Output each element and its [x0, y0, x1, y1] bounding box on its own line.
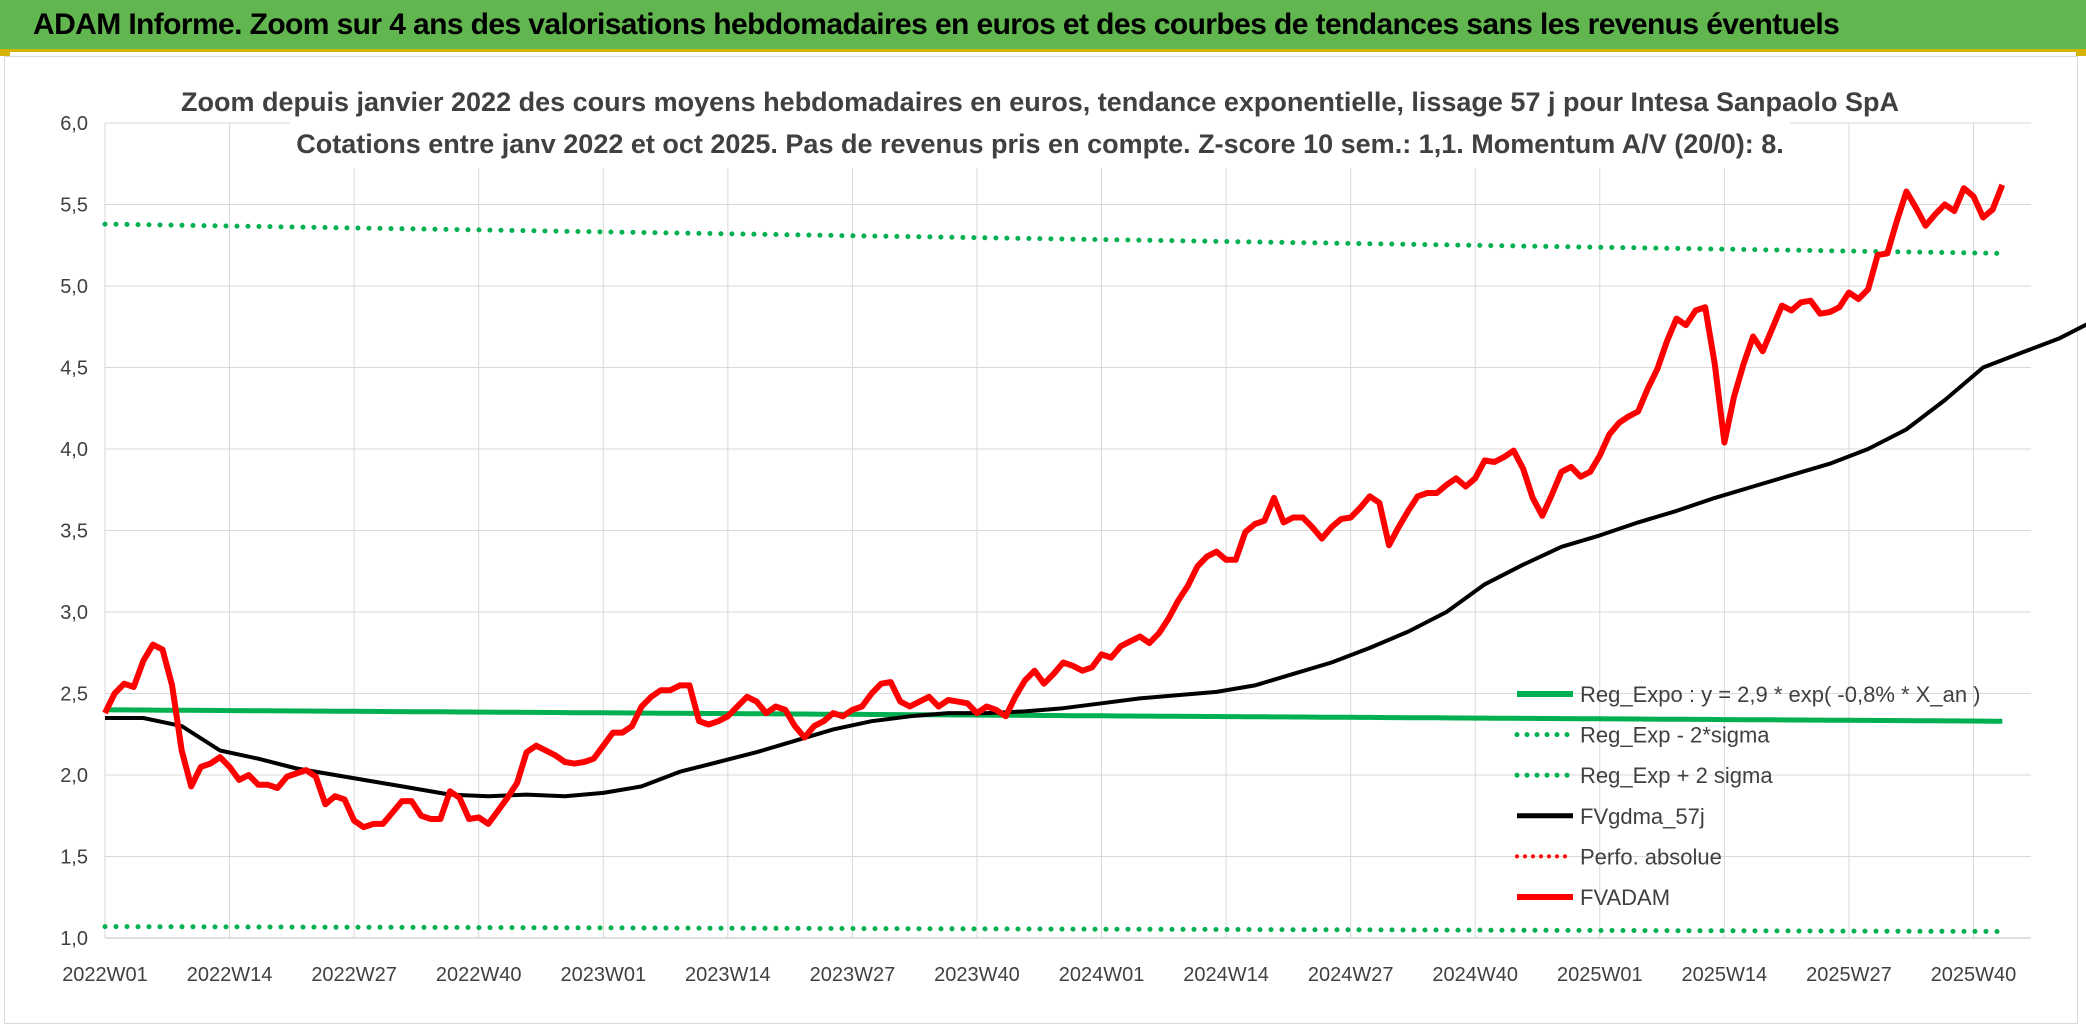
reg-expo-line — [104, 707, 2003, 724]
y-tick-label: 2,0 — [60, 765, 88, 787]
banner-accent-right — [2076, 52, 2086, 56]
chart-title-line-1: Zoom depuis janvier 2022 des cours moyen… — [181, 87, 1899, 117]
x-tick-label: 2023W40 — [934, 964, 1020, 986]
y-tick-label: 3,0 — [60, 602, 88, 624]
legend-label: Reg_Exp - 2*sigma — [1580, 723, 1770, 748]
x-tick-label: 2024W14 — [1183, 964, 1269, 986]
chart-title: Zoom depuis janvier 2022 des cours moyen… — [181, 78, 1899, 168]
legend-label: Perfo. absolue — [1580, 844, 1722, 869]
y-tick-label: 5,5 — [60, 195, 88, 217]
y-tick-label: 1,5 — [60, 847, 88, 869]
banner-accent-left — [0, 52, 10, 56]
axis-layer: 1,0 1,5 2,0 2,5 3,0 3,5 4,0 4,5 5,0 5,5 6,0 2022W01… — [60, 113, 2016, 986]
y-tick-label: 3,5 — [60, 521, 88, 543]
legend-label: Reg_Exp + 2 sigma — [1580, 763, 1773, 788]
title-background — [290, 78, 1790, 168]
x-tick-label: 2024W40 — [1432, 964, 1518, 986]
grid-layer — [104, 122, 2031, 939]
y-tick-label: 5,0 — [60, 276, 88, 298]
y-tick-label: 1,0 — [60, 928, 88, 950]
x-tick-label: 2025W01 — [1557, 964, 1643, 986]
x-tick-label: 2023W14 — [685, 964, 771, 986]
fvgdma-57j-line — [105, 322, 2086, 799]
y-tick-label: 2,5 — [60, 684, 88, 706]
x-tick-label: 2025W14 — [1682, 964, 1768, 986]
series-layer — [102, 183, 2086, 934]
legend-label: FVgdma_57j — [1580, 804, 1705, 829]
report-title: ADAM Informe. Zoom sur 4 ans des valoris… — [33, 8, 1840, 41]
x-tick-label: 2025W27 — [1806, 964, 1892, 986]
x-tick-label: 2023W27 — [810, 964, 896, 986]
x-tick-label: 2022W01 — [62, 964, 148, 986]
x-tick-label: 2025W40 — [1931, 964, 2017, 986]
chart-title-line-2: Cotations entre janv 2022 et oct 2025. P… — [296, 129, 1784, 159]
x-tick-label: 2023W01 — [560, 964, 646, 986]
chart-frame — [4, 56, 2078, 1024]
x-tick-label: 2024W27 — [1308, 964, 1394, 986]
x-tick-label: 2024W01 — [1059, 964, 1145, 986]
legend-label: FVADAM — [1580, 885, 1670, 910]
x-tick-label: 2022W27 — [311, 964, 397, 986]
legend-label: Reg_Expo : y = 2,9 * exp( -0,8% * X_an ) — [1580, 682, 1981, 707]
x-tick-label: 2022W40 — [436, 964, 522, 986]
y-tick-label: 4,0 — [60, 439, 88, 461]
reg-exp-minus-2-sigma-line — [102, 924, 2005, 934]
chart-legend: Reg_Expo : y = 2,9 * exp( -0,8% * X_an )… — [1514, 682, 1981, 910]
fvadam-line — [102, 183, 2006, 831]
x-tick-label: 2022W14 — [187, 964, 273, 986]
y-tick-label: 6,0 — [60, 113, 88, 135]
reg-exp-plus-2-sigma-line — [102, 221, 2005, 256]
y-tick-label: 4,5 — [60, 358, 88, 380]
report-banner: ADAM Informe. Zoom sur 4 ans des valoris… — [0, 0, 2086, 52]
